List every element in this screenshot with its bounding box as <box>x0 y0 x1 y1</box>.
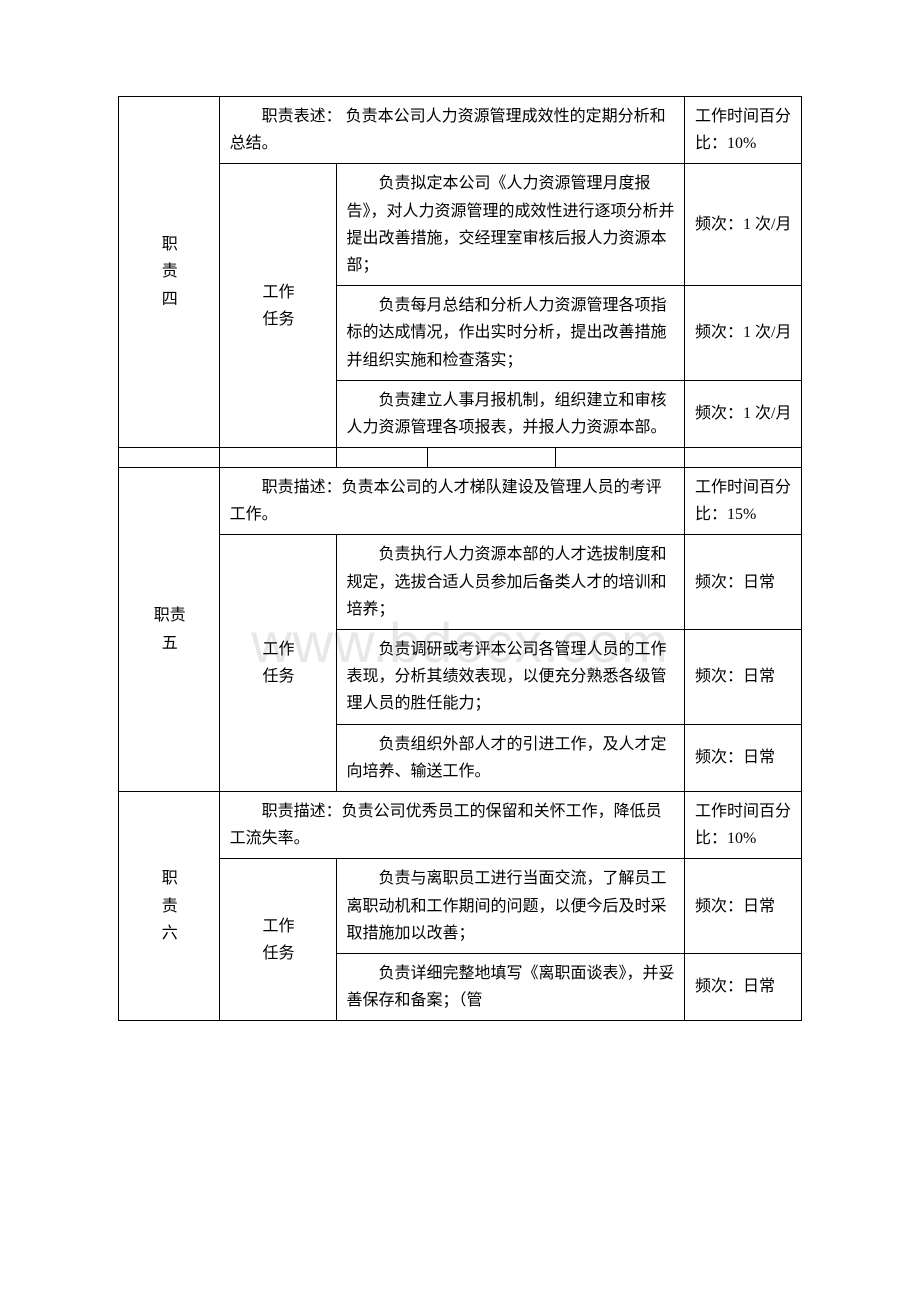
task-freq: 频次：1 次/月 <box>685 380 802 447</box>
table-row: 工作 任务 负责与离职员工进行当面交流，了解员工离职动机和工作期间的问题，以便今… <box>119 859 802 954</box>
spacer-row <box>119 448 802 468</box>
task-freq: 频次：日常 <box>685 535 802 630</box>
table-row: 工作 任务 负责执行人力资源本部的人才选拔制度和规定，选拔合适人员参加后备类人才… <box>119 535 802 630</box>
task-text: 负责执行人力资源本部的人才选拔制度和规定，选拔合适人员参加后备类人才的培训和培养… <box>336 535 685 630</box>
task-text: 负责与离职员工进行当面交流，了解员工离职动机和工作期间的问题，以便今后及时采取措… <box>336 859 685 954</box>
task-text: 负责组织外部人才的引进工作，及人才定向培养、输送工作。 <box>336 724 685 791</box>
section-label-6: 职 责 六 <box>119 791 220 1020</box>
task-freq: 频次：日常 <box>685 630 802 725</box>
responsibilities-table: 职 责 四 职责表述： 负责本公司人力资源管理成效性的定期分析和总结。 工作时间… <box>118 96 802 1021</box>
section-time-4: 工作时间百分比：10% <box>685 97 802 164</box>
task-label-6: 工作 任务 <box>219 859 336 1021</box>
table-row: 职 责 四 职责表述： 负责本公司人力资源管理成效性的定期分析和总结。 工作时间… <box>119 97 802 164</box>
task-freq: 频次：1 次/月 <box>685 286 802 381</box>
task-freq: 频次：1 次/月 <box>685 164 802 286</box>
task-text: 负责拟定本公司《人力资源管理月度报告》，对人力资源管理的成效性进行逐项分析并提出… <box>336 164 685 286</box>
section-time-6: 工作时间百分比：10% <box>685 791 802 858</box>
task-freq: 频次：日常 <box>685 953 802 1020</box>
table-row: 职责 五 职责描述：负责本公司的人才梯队建设及管理人员的考评工作。 工作时间百分… <box>119 468 802 535</box>
task-freq: 频次：日常 <box>685 859 802 954</box>
task-label-5: 工作 任务 <box>219 535 336 792</box>
section-label-4: 职 责 四 <box>119 97 220 448</box>
section-desc-6: 职责描述：负责公司优秀员工的保留和关怀工作，降低员工流失率。 <box>219 791 684 858</box>
section-desc-4: 职责表述： 负责本公司人力资源管理成效性的定期分析和总结。 <box>219 97 684 164</box>
task-text: 负责调研或考评本公司各管理人员的工作表现，分析其绩效表现，以便充分熟悉各级管理人… <box>336 630 685 725</box>
section-label-5: 职责 五 <box>119 468 220 792</box>
table-row: 职 责 六 职责描述：负责公司优秀员工的保留和关怀工作，降低员工流失率。 工作时… <box>119 791 802 858</box>
document-page: www.bdocx.com 职 责 四 职责表述： 负责本公司人力资源管理成效性… <box>0 0 920 1302</box>
task-text: 负责每月总结和分析人力资源管理各项指标的达成情况，作出实时分析，提出改善措施并组… <box>336 286 685 381</box>
task-text: 负责详细完整地填写《离职面谈表》，并妥善保存和备案；（管 <box>336 953 685 1020</box>
task-freq: 频次：日常 <box>685 724 802 791</box>
table-row: 工作 任务 负责拟定本公司《人力资源管理月度报告》，对人力资源管理的成效性进行逐… <box>119 164 802 286</box>
task-label-4: 工作 任务 <box>219 164 336 448</box>
section-time-5: 工作时间百分比：15% <box>685 468 802 535</box>
section-desc-5: 职责描述：负责本公司的人才梯队建设及管理人员的考评工作。 <box>219 468 684 535</box>
task-text: 负责建立人事月报机制，组织建立和审核人力资源管理各项报表，并报人力资源本部。 <box>336 380 685 447</box>
